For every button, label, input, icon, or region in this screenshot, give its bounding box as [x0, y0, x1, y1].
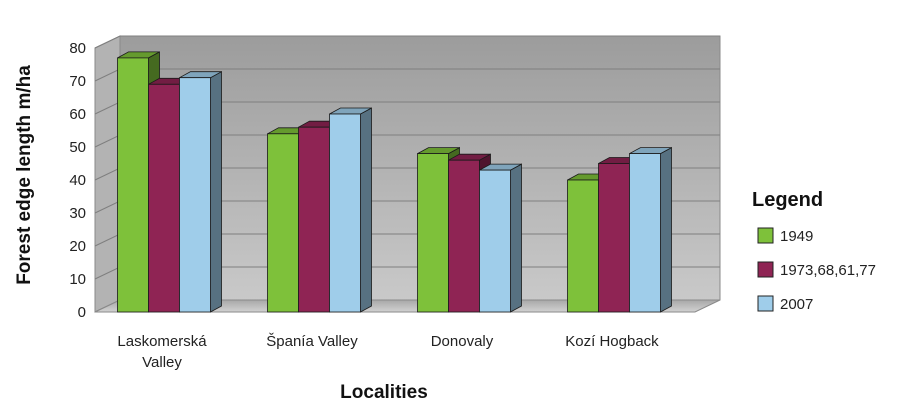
- bar-front: [148, 83, 180, 313]
- y-tick-label: 80: [69, 40, 86, 57]
- legend: Legend 1949 1973,68,61,77 2007: [752, 189, 876, 313]
- bar: [479, 163, 522, 313]
- y-tick-label: 30: [69, 205, 86, 222]
- bar-side: [360, 107, 372, 313]
- y-tick-label: 10: [69, 271, 86, 288]
- bar-front: [417, 153, 449, 313]
- legend-swatch: [757, 261, 774, 278]
- bar-side: [210, 71, 222, 313]
- bar-side: [660, 146, 672, 313]
- y-axis-title: Forest edge length m/ha: [14, 65, 35, 285]
- bar: [629, 146, 672, 313]
- legend-item: 1949: [757, 227, 813, 245]
- bar: [179, 71, 222, 313]
- bar-front: [298, 126, 330, 313]
- bar-front: [629, 153, 661, 313]
- y-tick-label: 70: [69, 73, 86, 90]
- x-tick-label: Kozí Hogback: [565, 333, 659, 350]
- bar-front: [179, 77, 211, 313]
- y-tick-label: 20: [69, 238, 86, 255]
- bar-front: [329, 113, 361, 313]
- bar-front: [448, 159, 480, 313]
- bar: [329, 107, 372, 313]
- bar-front: [598, 163, 630, 313]
- legend-title: Legend: [752, 189, 823, 211]
- bar-front: [267, 133, 299, 313]
- legend-swatch: [757, 227, 774, 244]
- x-tick-label: Španía Valley: [266, 333, 358, 350]
- bar-front: [567, 179, 599, 313]
- legend-label: 1973,68,61,77: [780, 262, 876, 279]
- x-tick-label: Laskomerská Valley: [117, 333, 207, 371]
- bar-front: [479, 169, 511, 313]
- legend-swatch: [757, 295, 774, 312]
- x-tick-label: Donovaly: [431, 333, 494, 350]
- legend-item: 1973,68,61,77: [757, 261, 876, 279]
- legend-label: 2007: [780, 296, 813, 313]
- y-tick-label: 40: [69, 172, 86, 189]
- bar-front: [117, 57, 149, 313]
- bar-side: [510, 163, 522, 313]
- x-axis-title: Localities: [340, 382, 428, 403]
- legend-label: 1949: [780, 228, 813, 245]
- legend-item: 2007: [757, 295, 813, 313]
- gridline: [94, 35, 720, 49]
- y-tick-label: 50: [69, 139, 86, 156]
- y-tick-label: 0: [78, 304, 86, 321]
- y-tick-label: 60: [69, 106, 86, 123]
